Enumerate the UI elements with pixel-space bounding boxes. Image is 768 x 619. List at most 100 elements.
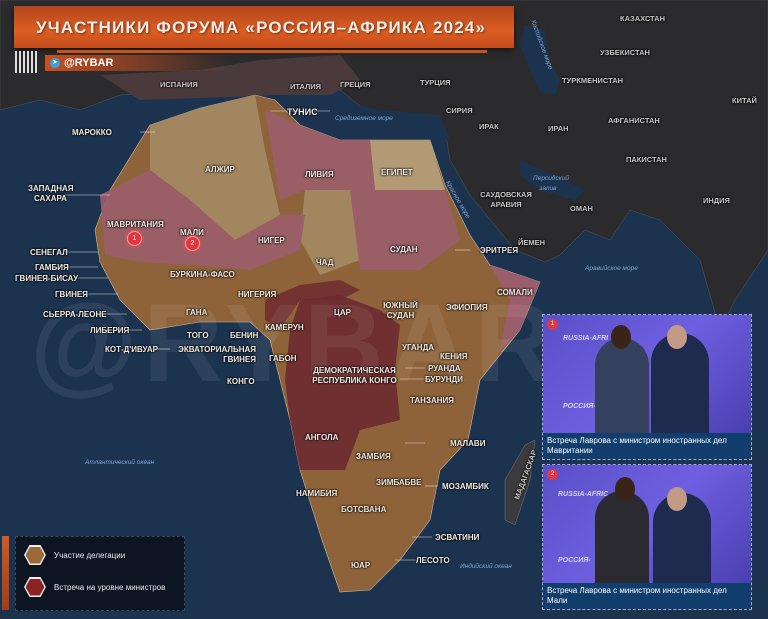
label-botswana: БОТСВАНА bbox=[341, 505, 387, 514]
photo-meeting: RUSSIA-AFRIC РОССИЯ- 2 bbox=[543, 465, 751, 583]
hexagon-icon bbox=[24, 545, 46, 565]
label-liberia: ЛИБЕРИЯ bbox=[90, 326, 130, 335]
label-mali: МАЛИ bbox=[180, 228, 204, 237]
label-nigeria: НИГЕРИЯ bbox=[238, 290, 277, 299]
qr-code-icon bbox=[15, 51, 37, 73]
label-mozambique: МОЗАМБИК bbox=[442, 482, 489, 491]
label-oman: ОМАН bbox=[570, 204, 593, 213]
label-spain: ИСПАНИЯ bbox=[160, 80, 198, 89]
label-tunisia: ТУНИС bbox=[287, 107, 318, 117]
label-cameroon: КАМЕРУН bbox=[265, 323, 304, 332]
title-underline bbox=[57, 50, 487, 53]
label-india: ИНДИЯ bbox=[703, 196, 730, 205]
hexagon-icon bbox=[24, 577, 46, 597]
photo-brand-text: RUSSIA-AFRI bbox=[563, 335, 609, 342]
label-senegal: СЕНЕГАЛ bbox=[30, 248, 68, 257]
madagascar bbox=[504, 439, 536, 526]
label-gabon: ГАБОН bbox=[269, 354, 297, 363]
europe-south bbox=[100, 55, 360, 100]
label-pakistan: ПАКИСТАН bbox=[626, 155, 667, 164]
label-kenya: КЕНИЯ bbox=[440, 352, 468, 361]
label-yemen: ЙЕМЕН bbox=[518, 238, 546, 247]
label-western-sahara: ЗАПАДНАЯ САХАРА bbox=[28, 184, 74, 203]
person-figure bbox=[651, 333, 709, 433]
label-afghanistan: АФГАНИСТАН bbox=[608, 116, 660, 125]
label-egypt: ЕГИПЕТ bbox=[381, 168, 413, 177]
legend: Участие делегации Встреча на уровне мини… bbox=[15, 536, 185, 611]
algeria-region bbox=[150, 95, 280, 240]
label-greece: ГРЕЦИЯ bbox=[340, 80, 371, 89]
cameroon-car bbox=[265, 280, 360, 330]
legend-label: Встреча на уровне министров bbox=[54, 582, 166, 592]
label-saudi: САУДОВСКАЯ АРАВИЯ bbox=[480, 190, 532, 209]
label-rwanda: РУАНДА bbox=[428, 364, 461, 373]
person-head bbox=[615, 477, 635, 501]
marker-mali[interactable]: 2 bbox=[185, 236, 200, 251]
label-south-africa: ЮАР bbox=[351, 561, 371, 570]
label-congo: КОНГО bbox=[227, 377, 255, 386]
label-morocco: МАРОККО bbox=[72, 128, 112, 137]
label-kazakhstan: КАЗАХСТАН bbox=[620, 14, 665, 23]
label-drc: ДЕМОКРАТИЧЕСКАЯ РЕСПУБЛИКА КОНГО bbox=[312, 366, 397, 385]
label-burundi: БУРУНДИ bbox=[425, 375, 463, 384]
channel-name: @RYBAR bbox=[64, 57, 114, 69]
label-malawi: МАЛАВИ bbox=[450, 439, 486, 448]
label-benin: БЕНИН bbox=[230, 331, 259, 340]
telegram-icon: ➤ bbox=[50, 58, 60, 68]
photo-brand-text: РОССИЯ- bbox=[558, 557, 591, 564]
label-eritrea: ЭРИТРЕЯ bbox=[480, 246, 519, 255]
libya-sudan bbox=[265, 110, 460, 270]
label-italy: ИТАЛИЯ bbox=[290, 82, 322, 91]
label-eswatini: ЭСВАТИНИ bbox=[435, 533, 480, 542]
label-chad: ЧАД bbox=[316, 258, 334, 267]
photo-number-badge: 1 bbox=[547, 319, 558, 330]
photo-brand-text: РОССИЯ-А bbox=[563, 403, 601, 410]
channel-link[interactable]: ➤ @RYBAR bbox=[45, 55, 230, 71]
photo-card-mauritania: RUSSIA-AFRI РОССИЯ-А 1 Встреча Лаврова с… bbox=[542, 314, 752, 460]
label-tanzania: ТАНЗАНИЯ bbox=[410, 396, 455, 405]
label-algeria: АЛЖИР bbox=[205, 165, 235, 174]
label-china: КИТАЙ bbox=[732, 96, 757, 105]
legend-item-delegation: Участие делегации bbox=[24, 545, 125, 565]
leader-lines bbox=[65, 110, 470, 561]
label-zambia: ЗАМБИЯ bbox=[356, 452, 391, 461]
legend-label: Участие делегации bbox=[54, 550, 126, 560]
legend-accent bbox=[2, 536, 9, 610]
persian-gulf bbox=[520, 160, 585, 200]
photo-number-badge: 2 bbox=[547, 469, 558, 480]
person-head bbox=[611, 325, 631, 349]
label-namibia: НАМИБИЯ bbox=[296, 489, 338, 498]
label-cote-divoire: КОТ-Д'ИВУАР bbox=[105, 345, 158, 354]
marker-mauritania[interactable]: 1 bbox=[127, 231, 142, 246]
label-libya: ЛИВИЯ bbox=[305, 170, 334, 179]
label-guinea-bissau: ГВИНЕЯ-БИСАУ bbox=[15, 274, 79, 283]
label-zimbabwe: ЗИМБАБВЕ bbox=[376, 478, 422, 487]
label-car: ЦАР bbox=[334, 308, 351, 317]
label-iran: ИРАН bbox=[548, 124, 569, 133]
mauritania-mali-niger bbox=[100, 170, 305, 270]
photo-meeting: RUSSIA-AFRI РОССИЯ-А 1 bbox=[543, 315, 751, 433]
caspian-sea bbox=[520, 25, 560, 95]
photo-brand-text: RUSSIA-AFRIC bbox=[558, 491, 609, 498]
drc-angola bbox=[285, 295, 400, 470]
label-sierra-leone: СЬЕРРА-ЛЕОНЕ bbox=[43, 310, 107, 319]
label-gambia: ГАМБИЯ bbox=[35, 263, 69, 272]
label-mediterranean: Средиземное море bbox=[335, 115, 393, 122]
label-arabian-sea: Аравийское море bbox=[585, 265, 638, 272]
person-head bbox=[667, 325, 687, 349]
photo-caption: Встреча Лаврова с министром иностранных … bbox=[543, 433, 751, 459]
label-iraq: ИРАК bbox=[479, 122, 499, 131]
label-togo: ТОГО bbox=[187, 331, 209, 340]
label-uganda: УГАНДА bbox=[402, 343, 435, 352]
label-turkmenistan: ТУРКМЕНИСТАН bbox=[562, 76, 624, 85]
label-sudan: СУДАН bbox=[390, 245, 418, 254]
person-figure bbox=[595, 491, 649, 583]
page-title: УЧАСТНИКИ ФОРУМА «РОССИЯ–АФРИКА 2024» bbox=[36, 18, 487, 37]
egypt-region bbox=[370, 140, 445, 190]
label-indian-ocean: Индийский океан bbox=[460, 563, 512, 570]
label-syria: СИРИЯ bbox=[446, 106, 473, 115]
label-eq-guinea: ЭКВАТОРИАЛЬНАЯ ГВИНЕЯ bbox=[178, 345, 256, 364]
label-guinea: ГВИНЕЯ bbox=[55, 290, 88, 299]
legend-item-ministers: Встреча на уровне министров bbox=[24, 577, 165, 597]
